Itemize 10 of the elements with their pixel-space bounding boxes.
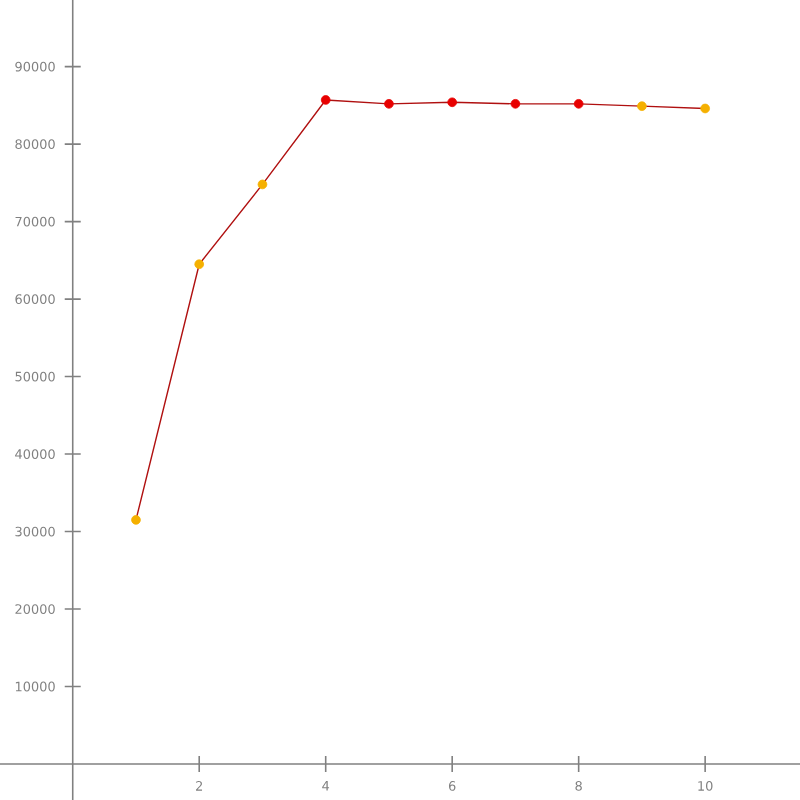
point: [510, 99, 521, 109]
point: [320, 95, 331, 105]
point: [637, 101, 647, 111]
point: [131, 515, 141, 525]
point: [573, 99, 584, 109]
point: [257, 179, 268, 190]
point: [194, 259, 205, 270]
point: [447, 97, 457, 108]
point: [700, 103, 710, 114]
point: [384, 99, 394, 109]
